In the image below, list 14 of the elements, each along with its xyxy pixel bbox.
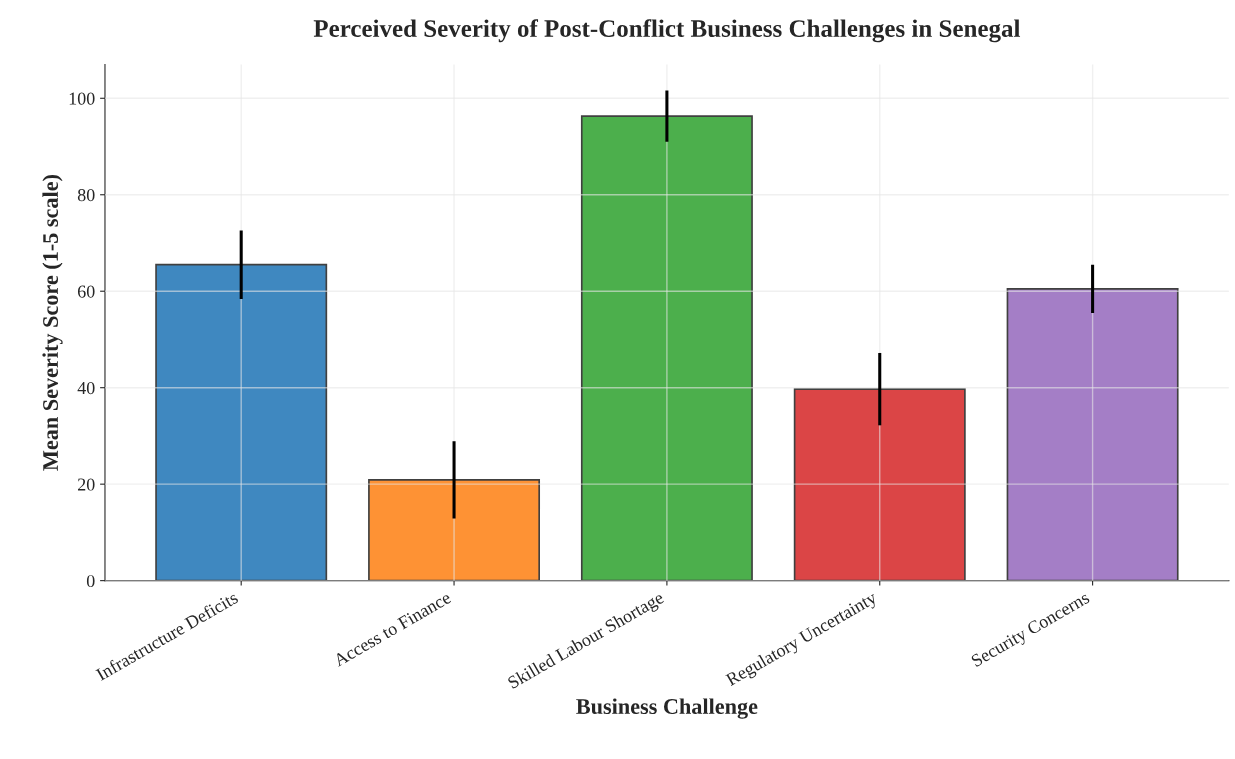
y-tick-label: 40 [77, 381, 95, 395]
bar [368, 478, 541, 581]
y-tick-label: 0 [86, 574, 95, 588]
y-axis-title: Mean Severity Score (1-5 scale) [42, 175, 63, 471]
y-tick-label: 100 [69, 92, 95, 105]
y-tick-label: 20 [77, 478, 95, 491]
bar [793, 388, 966, 581]
bar [1006, 287, 1179, 581]
y-tick-label: 60 [77, 285, 95, 298]
y-tick-label: 80 [77, 189, 95, 202]
chart-title: Perceived Severity of Post-Conflict Business Challenges in Senegal [313, 19, 1021, 43]
x-axis-title: Business Challenge [576, 698, 758, 719]
bar [155, 263, 328, 581]
bar [580, 115, 753, 581]
